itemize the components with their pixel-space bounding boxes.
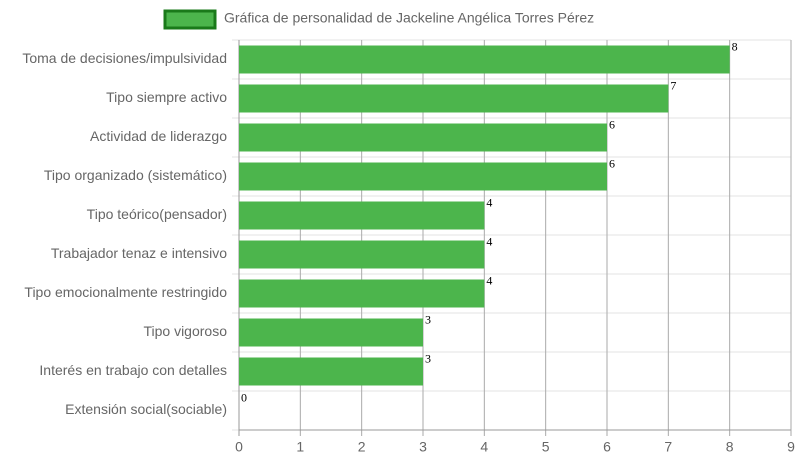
value-label: 8 [732,39,738,53]
value-label: 4 [486,234,492,248]
bar [239,45,730,74]
bar [239,201,485,230]
legend-swatch [163,9,217,30]
x-tick-label: 9 [787,439,795,455]
value-label: 7 [670,78,676,92]
bar [239,162,607,191]
x-tick-label: 1 [296,439,304,455]
value-label: 6 [609,156,615,170]
y-tick-label: Actividad de liderazgo [90,128,227,144]
bar [239,240,485,269]
y-tick-label: Toma de decisiones/impulsividad [22,50,227,66]
y-tick-label: Trabajador tenaz e intensivo [51,245,227,261]
bar [239,318,423,347]
value-label: 3 [425,312,431,326]
value-label: 6 [609,117,615,131]
y-tick-label: Tipo vigoroso [143,323,227,339]
value-label: 4 [486,195,492,209]
y-tick-label: Tipo siempre activo [106,89,227,105]
y-tick-label: Tipo teórico(pensador) [87,206,227,222]
x-tick-label: 8 [726,439,734,455]
x-tick-label: 3 [419,439,427,455]
y-tick-label: Tipo organizado (sistemático) [44,167,227,183]
value-label: 0 [241,390,247,404]
x-tick-label: 2 [358,439,366,455]
value-label: 3 [425,351,431,365]
value-label: 4 [486,273,492,287]
y-tick-label: Interés en trabajo con detalles [39,362,227,378]
bar [239,123,607,152]
bar [239,84,669,113]
x-tick-label: 7 [664,439,672,455]
x-tick-label: 6 [603,439,611,455]
x-tick-label: 4 [480,439,488,455]
x-tick-label: 5 [542,439,550,455]
legend-label: Gráfica de personalidad de Jackeline Ang… [224,10,594,26]
bar [239,357,423,386]
y-tick-label: Tipo emocionalmente restringido [24,284,227,300]
bar [239,279,485,308]
y-tick-label: Extensión social(sociable) [65,401,227,417]
x-tick-label: 0 [235,439,243,455]
